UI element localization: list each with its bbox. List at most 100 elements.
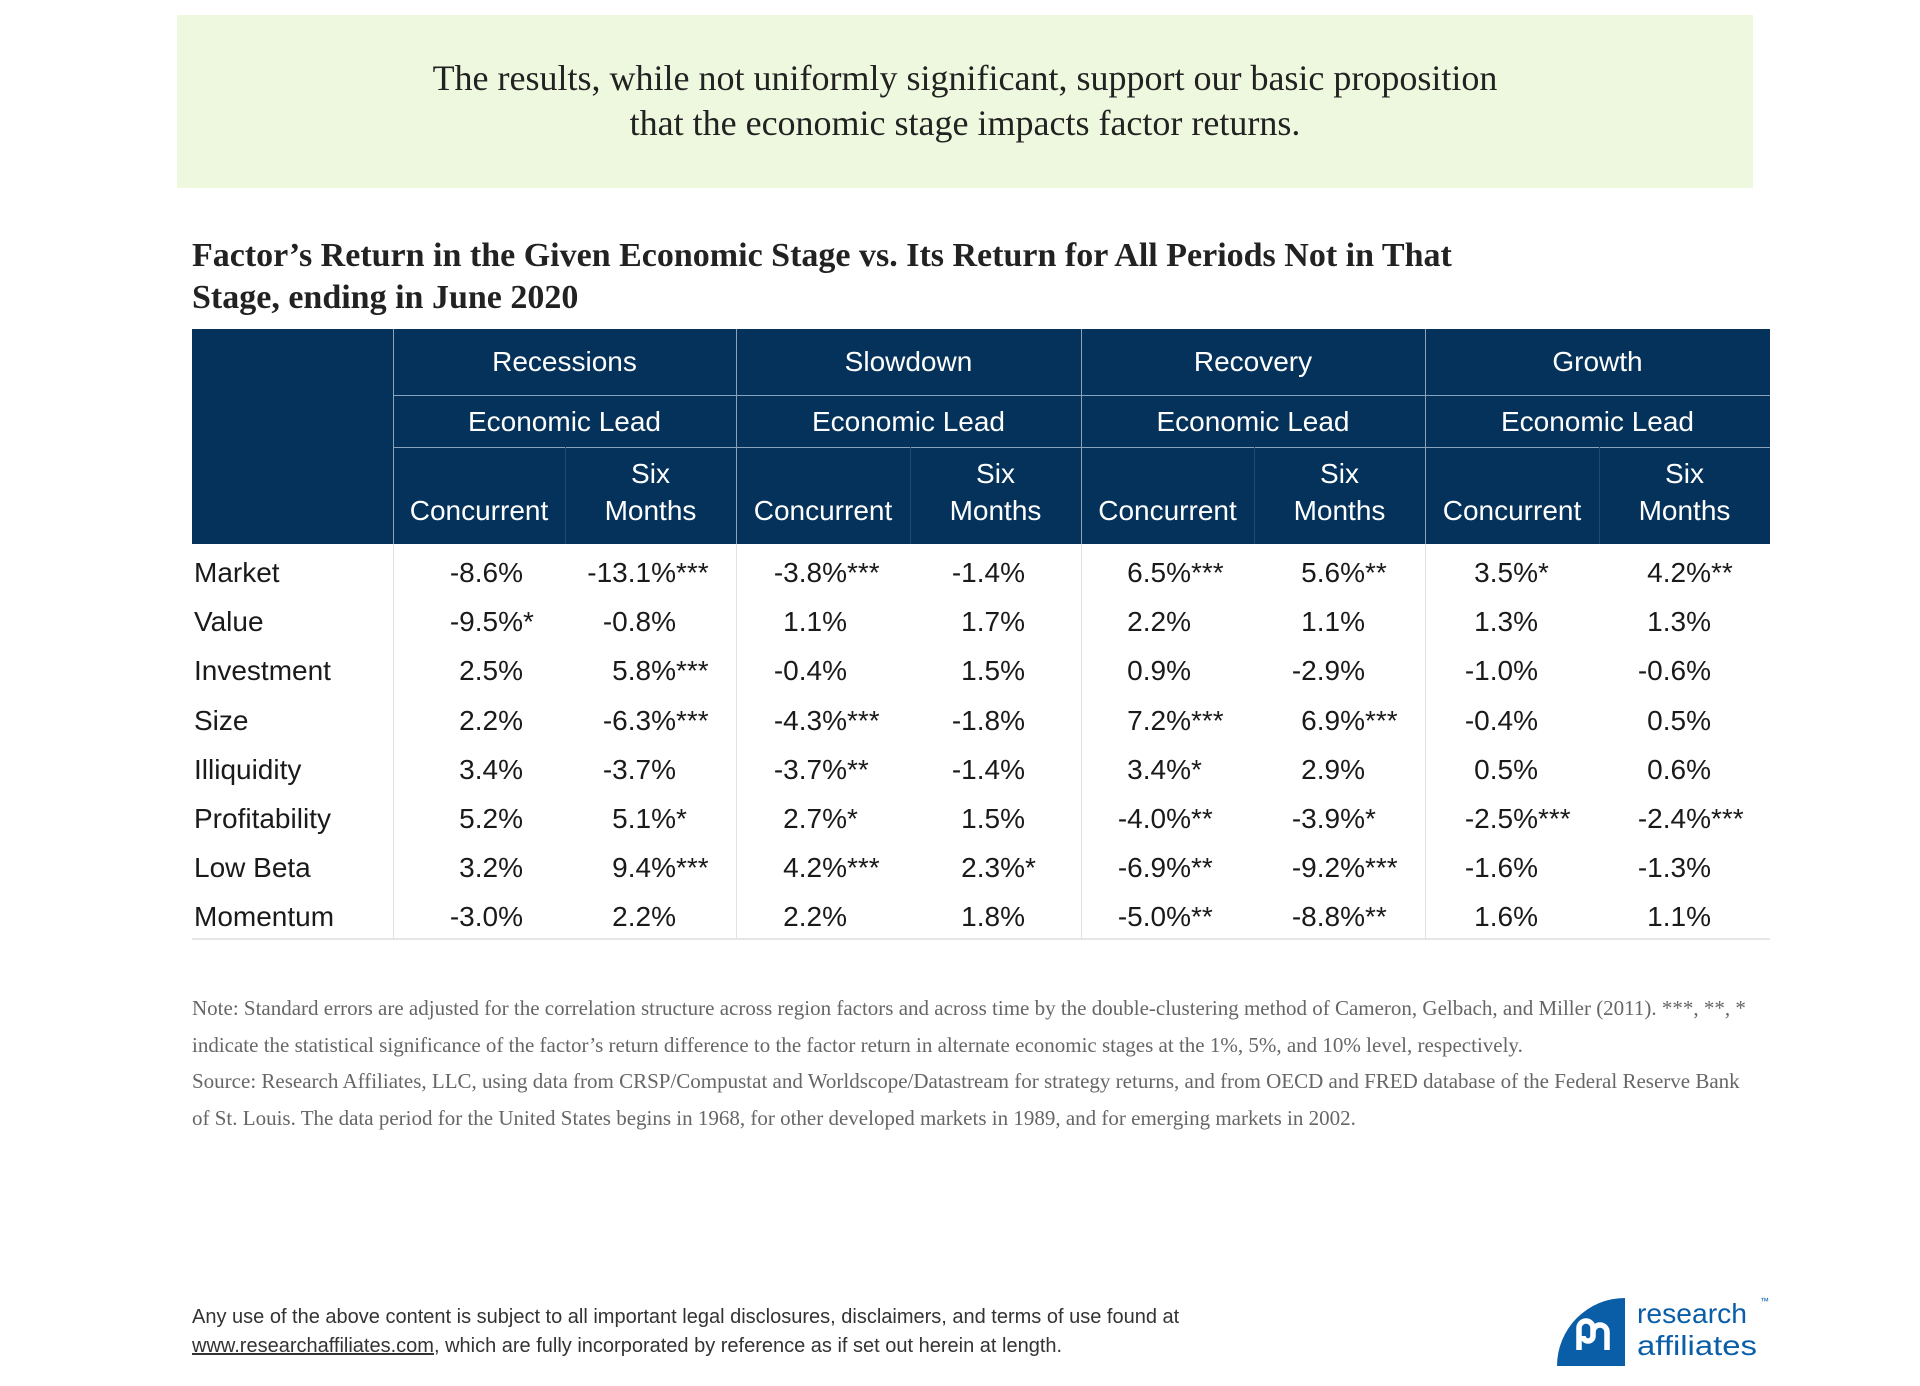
cell-value: 4.2%	[783, 852, 847, 884]
cell-value: -1.8%	[951, 704, 1025, 736]
header-subcolumn-divider	[565, 447, 566, 544]
table-cell: -2.5% ***	[192, 794, 1571, 843]
six-months-header-line-2: Months	[949, 495, 1042, 526]
table-cell: -3.7% **	[192, 745, 869, 794]
stage-header-recovery: Recovery	[1193, 346, 1313, 377]
table-cell: 3.5% *	[192, 548, 1549, 597]
table-row: Investment 2.5% 5.8% *** -0.4% 1.5% 0.9% -2.9% -…	[192, 646, 1770, 695]
table-cell: -3.9% *	[192, 794, 1376, 843]
table-row: Illiquidity 3.4% -3.7% -3.7% ** -1.4% 3.4% * 2.9…	[192, 745, 1770, 794]
table-cell: 6.9% ***	[192, 696, 1398, 745]
six-months-header-line-2: Months	[1638, 495, 1731, 526]
table-cell: 1.1%	[192, 597, 1365, 646]
table-cell: 1.8%	[192, 892, 1025, 941]
table-cell: 1.5%	[192, 794, 1025, 843]
row-label: Value	[194, 606, 264, 638]
table-cell: 9.4% ***	[192, 843, 709, 892]
table-cell: 2.3% *	[192, 843, 1036, 892]
cell-value: -3.7%	[602, 753, 676, 785]
table-cell: 2.2%	[192, 696, 523, 745]
table-cell: 1.3%	[192, 597, 1711, 646]
cell-value: 2.3%	[961, 852, 1025, 884]
cell-value: 3.5%	[1474, 557, 1538, 588]
table-row: Low Beta 3.2% 9.4% *** 4.2% *** 2.3% * -6.9% ** -9…	[192, 843, 1770, 892]
table-cell: -8.6%	[192, 548, 523, 597]
header-column-divider	[393, 329, 394, 544]
cell-value: 1.5%	[961, 803, 1025, 834]
table-cell: -13.1% ***	[192, 548, 708, 597]
website-link[interactable]: www.researchaffiliates.com	[192, 1335, 434, 1357]
concurrent-header: Concurrent	[1442, 495, 1582, 526]
cell-value: 5.1%	[612, 803, 676, 834]
source-text: Source: Research Affiliates, LLC, using …	[192, 1069, 1740, 1130]
cell-value: -3.7%	[773, 753, 847, 785]
table-cell: 2.2%	[192, 892, 676, 941]
cell-value-wrap: -9.5% *	[450, 597, 534, 646]
six-months-header-line-1: Six	[631, 458, 670, 489]
cell-value: 0.5%	[1647, 704, 1711, 736]
cell-value-wrap: 2.3% *	[961, 843, 1036, 892]
body-column-divider	[393, 544, 394, 938]
stage-header-slowdown: Slowdown	[844, 346, 973, 377]
row-label: Profitability	[194, 803, 331, 834]
significance-stars: ***	[1191, 704, 1224, 736]
table-cell: -1.0%	[192, 646, 1538, 695]
header-subcolumn-divider	[1254, 447, 1255, 544]
cell-value: 5.2%	[459, 803, 523, 834]
research-affiliates-logo: research affiliates ™	[1557, 1292, 1772, 1366]
table-cell: 7.2% ***	[192, 696, 1224, 745]
significance-stars: **	[1365, 901, 1387, 933]
significance-stars: ***	[847, 704, 880, 736]
table-cell: -6.3% ***	[192, 696, 709, 745]
cell-value: 5.8%	[612, 655, 676, 687]
concurrent-header: Concurrent	[1098, 495, 1237, 526]
cell-value: 5.6%	[1301, 557, 1365, 588]
cell-value: -0.4%	[1464, 704, 1538, 736]
six-months-header-line-2: Months	[1293, 495, 1386, 526]
significance-stars: ***	[1365, 704, 1398, 736]
table-cell: 2.9%	[192, 745, 1365, 794]
table-cell: -0.6%	[192, 646, 1711, 695]
table-cell: -0.4%	[192, 696, 1538, 745]
table-cell: 3.4% *	[192, 745, 1202, 794]
cell-value: 3.2%	[459, 852, 523, 884]
stage-header-growth: Growth	[1552, 346, 1643, 377]
cell-value: -8.6%	[449, 557, 523, 588]
significance-stars: *	[1365, 803, 1376, 834]
row-label: Illiquidity	[194, 753, 302, 785]
cell-value: 1.6%	[1474, 901, 1538, 933]
table-cell: -3.0%	[192, 892, 523, 941]
table-bottom-rule	[192, 938, 1770, 940]
cell-value-wrap: -5.0% **	[1117, 892, 1213, 941]
significance-stars: **	[1191, 803, 1213, 834]
economic-lead-header: Economic Lead	[1156, 406, 1350, 437]
header-column-divider	[736, 329, 737, 544]
stage-header-recessions: Recessions	[492, 346, 637, 377]
table-cell: 5.8% ***	[192, 646, 709, 695]
cell-value: -5.0%	[1117, 901, 1191, 933]
cell-value: -3.9%	[1291, 803, 1365, 834]
six-months-header-line-1: Six	[1320, 458, 1359, 489]
significance-stars: ***	[1191, 557, 1224, 588]
cell-value-wrap: 6.5% ***	[1127, 548, 1224, 597]
cell-value: -3.8%	[773, 557, 847, 588]
table-cell: 5.6% **	[192, 548, 1387, 597]
table-cell: -1.4%	[192, 745, 1025, 794]
header-column-divider	[1425, 329, 1426, 544]
callout-line-2: that the economic stage impacts factor r…	[629, 103, 1301, 143]
table-title-line-1: Factor’s Return in the Given Economic St…	[192, 237, 1452, 274]
significance-stars: ***	[847, 557, 880, 588]
significance-stars: *	[1538, 557, 1549, 588]
cell-value: -8.8%	[1291, 901, 1365, 933]
table-row: Momentum -3.0% 2.2% 2.2% 1.8% -5.0% ** -8.8% ** 1…	[192, 892, 1770, 941]
cell-value: -2.5%	[1464, 803, 1538, 834]
table-cell: 2.2%	[192, 892, 847, 941]
cell-value-wrap: -3.8% ***	[773, 548, 880, 597]
cell-value: -2.4%	[1637, 803, 1711, 834]
cell-value: -0.4%	[773, 655, 847, 687]
row-label: Size	[194, 704, 249, 736]
table-cell: -6.9% **	[192, 843, 1213, 892]
cell-value: 2.2%	[459, 704, 523, 736]
table-cell: -0.4%	[192, 646, 847, 695]
cell-value: -13.1%	[587, 557, 676, 588]
